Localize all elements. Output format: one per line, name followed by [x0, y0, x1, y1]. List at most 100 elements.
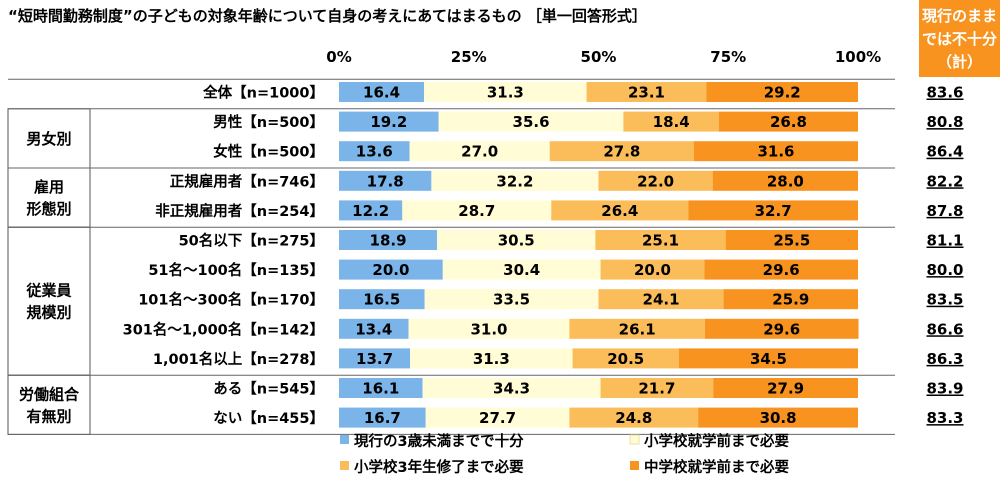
bar-segment-1: [339, 407, 426, 428]
bar-segment-3: [586, 82, 707, 102]
bar-value-label: 13.7: [356, 350, 393, 368]
row-label: 101名～300名【n=170】: [138, 291, 324, 309]
total-value: 86.6: [926, 320, 963, 338]
group-label: 従業員: [25, 282, 71, 300]
bar-segment-3: [551, 200, 689, 221]
bar-segment-4: [704, 318, 859, 339]
bar-value-label: 18.9: [370, 232, 407, 250]
legend-label: 中学校就学前まで必要: [644, 458, 789, 476]
bar-segment-3: [572, 348, 679, 369]
row-label: 51名～100名【n=135】: [148, 261, 324, 279]
bar-value-label: 22.0: [637, 172, 674, 190]
bar-segment-2: [425, 407, 570, 428]
bar-segment-3: [549, 141, 694, 162]
bar-segment-4: [712, 170, 858, 191]
bar-segment-4: [723, 289, 858, 310]
x-tick-label: 75%: [710, 48, 746, 66]
group-label: 有無別: [26, 407, 71, 425]
bar-value-label: 16.4: [363, 84, 400, 102]
bar-value-label: 27.8: [603, 143, 640, 161]
bar-segment-1: [339, 378, 423, 398]
legend-swatch: [629, 434, 640, 445]
bar-segment-1: [339, 348, 411, 369]
bar-value-label: 31.6: [757, 143, 794, 161]
bar-segment-4: [704, 259, 858, 280]
legend-label: 小学校3年生修了まで必要: [354, 458, 524, 476]
bar-segment-4: [698, 407, 858, 428]
bar-value-label: 31.0: [470, 320, 507, 338]
row-label: 50名以下【n=275】: [179, 232, 324, 250]
bar-value-label: 28.0: [767, 172, 804, 190]
x-tick-label: 50%: [581, 48, 617, 66]
bar-value-label: 29.2: [764, 84, 801, 102]
x-tick-label: 25%: [451, 48, 487, 66]
bar-segment-2: [437, 230, 596, 250]
bar-value-label: 16.1: [362, 380, 399, 398]
legend-swatch: [340, 461, 349, 470]
bar-segment-1: [339, 230, 438, 250]
total-value: 80.8: [926, 113, 963, 131]
bar-segment-2: [408, 318, 570, 339]
bar-value-label: 29.6: [763, 320, 800, 338]
group-label-box: [7, 167, 91, 228]
bar-segment-3: [598, 289, 724, 310]
bar-segment-4: [678, 348, 858, 369]
bar-segment-1: [339, 318, 409, 339]
bar-value-label: 24.1: [643, 291, 680, 309]
bar-value-label: 12.2: [352, 202, 389, 220]
bar-segment-3: [569, 318, 705, 339]
row-label: 301名～1,000名【n=142】: [123, 320, 324, 338]
group-label: 男女別: [26, 130, 71, 148]
group-label: 規模別: [26, 304, 71, 322]
bar-value-label: 32.7: [755, 202, 792, 220]
bar-value-label: 30.4: [503, 261, 540, 279]
legend-swatch: [340, 435, 349, 444]
bar-value-label: 26.4: [601, 202, 638, 220]
bar-value-label: 30.5: [498, 232, 535, 250]
bar-value-label: 26.8: [770, 113, 807, 131]
bar-value-label: 24.8: [615, 409, 652, 427]
bar-value-label: 25.9: [772, 291, 809, 309]
row-label: 女性【n=500】: [213, 143, 324, 161]
bar-segment-4: [688, 200, 858, 221]
bar-value-label: 27.0: [461, 143, 498, 161]
bar-value-label: 31.3: [487, 84, 524, 102]
bar-segment-1: [339, 200, 403, 221]
bar-value-label: 28.7: [458, 202, 495, 220]
total-value: 81.1: [926, 232, 963, 250]
x-tick-label: 100%: [835, 48, 881, 66]
group-label-box: [7, 226, 91, 376]
row-label: 正規雇用者【n=746】: [170, 172, 324, 190]
total-value: 83.5: [926, 291, 963, 309]
bar-value-label: 25.5: [773, 232, 810, 250]
bar-segment-4: [706, 82, 858, 102]
bar-segment-4: [693, 141, 858, 162]
total-value: 87.8: [926, 202, 963, 220]
bar-value-label: 33.5: [493, 291, 530, 309]
bar-value-label: 16.7: [364, 409, 401, 427]
bar-segment-4: [725, 230, 858, 250]
group-label: 形態別: [26, 200, 71, 218]
bar-segment-2: [442, 259, 601, 280]
bar-segment-1: [339, 111, 439, 132]
x-tick-label: 0%: [326, 48, 351, 66]
bar-segment-1: [339, 259, 443, 280]
legend-label: 現行の3歳未満までで十分: [354, 432, 524, 450]
total-value: 86.4: [926, 143, 963, 161]
bar-segment-2: [402, 200, 552, 221]
bar-segment-2: [431, 170, 599, 191]
bar-value-label: 20.0: [372, 261, 409, 279]
chart-title: “短時間勤務制度”の子どもの対象年齢について自身の考えにあてはまるもの ［単一回…: [8, 7, 647, 25]
bar-segment-3: [600, 378, 714, 398]
bar-segment-2: [424, 82, 587, 102]
bar-value-label: 31.3: [473, 350, 510, 368]
bar-segment-2: [424, 289, 599, 310]
legend-label: 小学校就学前まで必要: [644, 432, 789, 450]
total-value: 86.3: [926, 350, 963, 368]
bar-segment-2: [409, 141, 550, 162]
bar-segment-3: [569, 407, 699, 428]
bar-segment-3: [595, 230, 726, 250]
group-label: 労働組合: [19, 385, 80, 403]
legend-swatch: [630, 461, 639, 470]
